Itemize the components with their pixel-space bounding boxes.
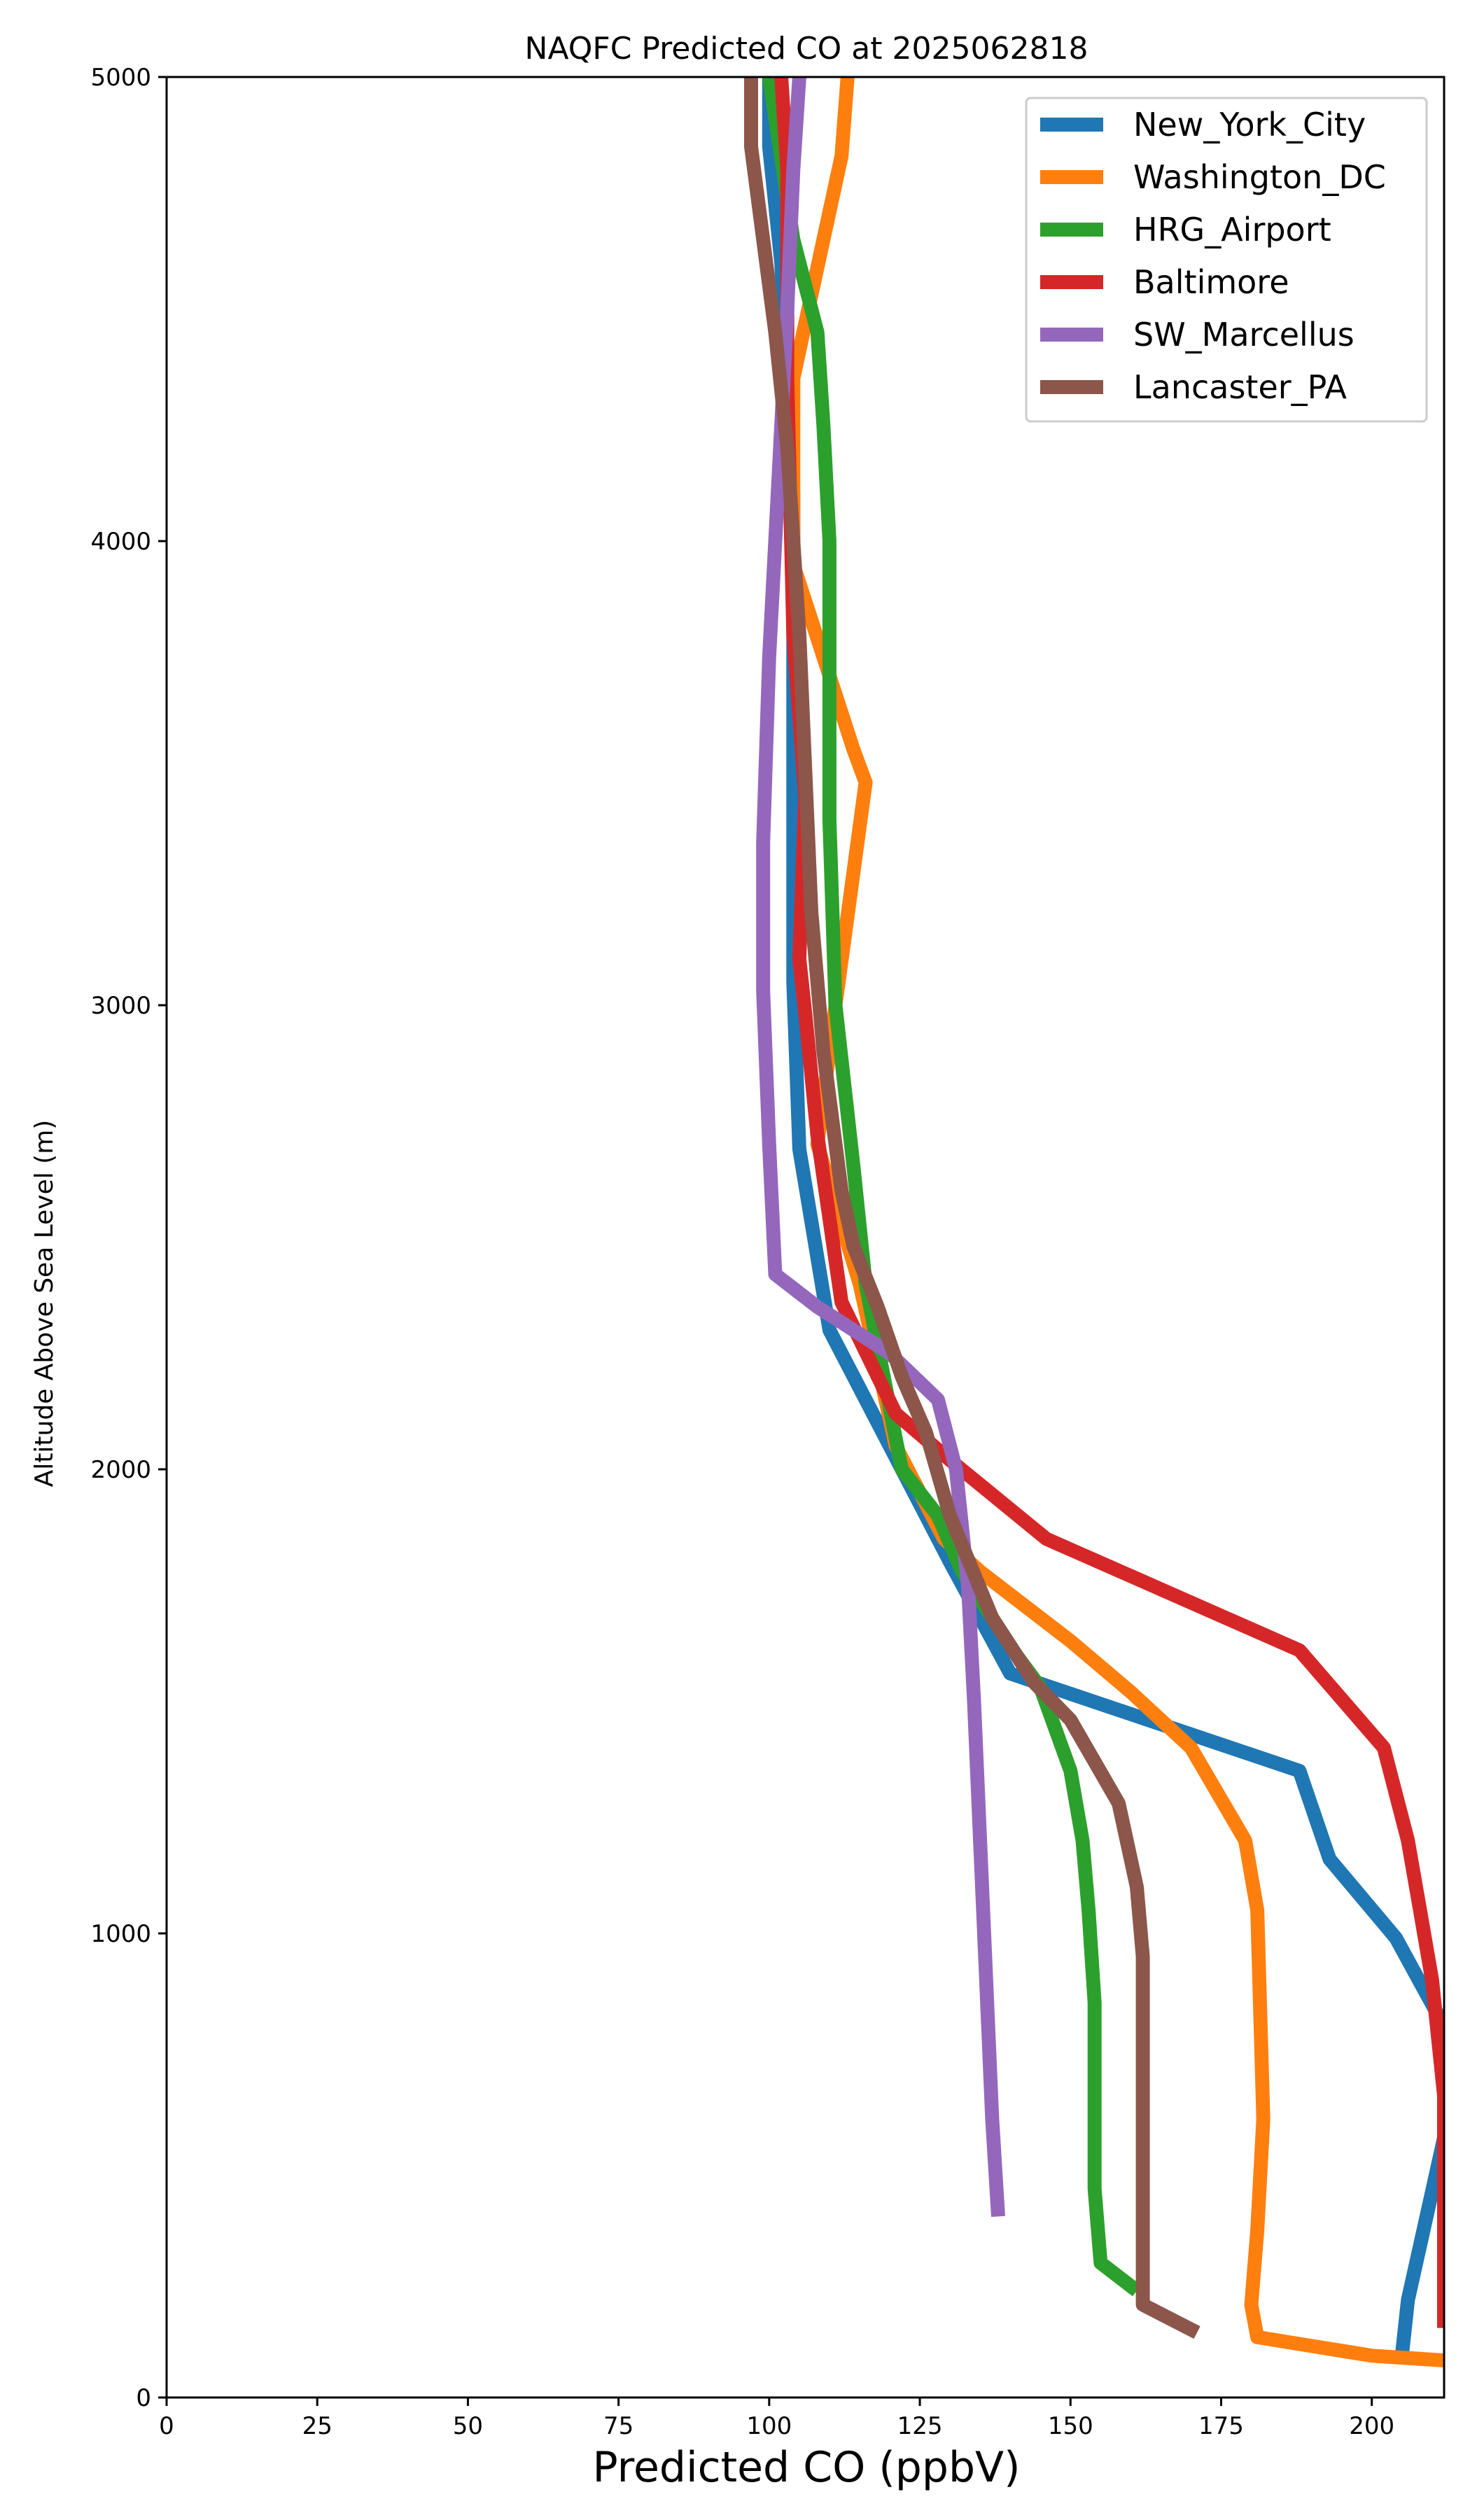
y-tick-label: 4000 [90, 528, 151, 556]
legend-label: SW_Marcellus [1133, 316, 1354, 354]
y-axis-label: Altitude Above Sea Level (m) [30, 1120, 59, 1488]
x-tick-label: 75 [603, 2412, 634, 2440]
x-tick-label: 50 [453, 2412, 483, 2440]
x-tick-label: 25 [302, 2412, 332, 2440]
series-line-lancaster-pa [744, 77, 1200, 2339]
y-tick-label: 3000 [90, 992, 151, 1020]
legend-label: New_York_City [1133, 106, 1366, 144]
series-layer [744, 77, 1444, 2367]
x-tick-label: 0 [159, 2412, 174, 2440]
plot-frame [165, 76, 1446, 2399]
legend-label: Lancaster_PA [1133, 368, 1347, 406]
y-tick-label: 1000 [90, 1920, 151, 1948]
x-tick-label: 200 [1349, 2412, 1394, 2440]
legend-label: Washington_DC [1133, 158, 1386, 196]
legend-label: HRG_Airport [1133, 211, 1331, 248]
chart-title: NAQFC Predicted CO at 2025062818 [525, 31, 1088, 66]
x-tick-label: 100 [746, 2412, 792, 2440]
legend-box [1025, 97, 1428, 423]
y-tick-label: 2000 [90, 1456, 151, 1484]
legend: New_York_City Washington_DC HRG_Airport Bal… [1025, 97, 1428, 423]
legend-label: Baltimore [1133, 263, 1289, 301]
x-tick-label: 150 [1048, 2412, 1093, 2440]
y-tick-label: 0 [136, 2384, 151, 2412]
series-line-hrg-airport [762, 77, 1142, 2297]
y-tick-label: 5000 [90, 64, 151, 92]
x-axis-label: Predicted CO (ppbV) [592, 2443, 1020, 2492]
axes-layer: 0 25 50 75 100 125 150 175 200010002000300040005… [90, 64, 1446, 2440]
x-tick-label: 125 [897, 2412, 943, 2440]
x-tick-label: 175 [1198, 2412, 1244, 2440]
